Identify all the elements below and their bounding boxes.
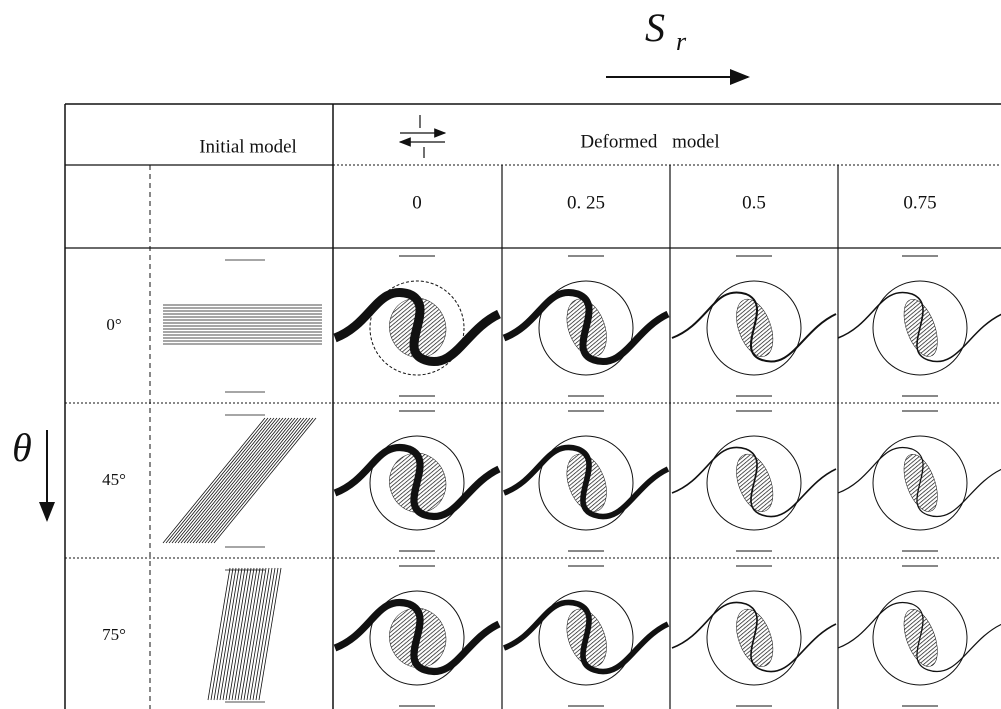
hatched-core xyxy=(560,449,614,518)
hatched-core xyxy=(560,604,614,673)
deformed-model xyxy=(838,411,1001,551)
deformed-model xyxy=(504,256,668,396)
layer xyxy=(196,418,298,543)
row-label: 45° xyxy=(102,470,126,489)
deformed-model xyxy=(838,256,1001,396)
deformed-model xyxy=(672,566,836,706)
layer xyxy=(187,418,289,543)
hatched-core xyxy=(560,294,614,363)
layer xyxy=(181,418,283,543)
figure: S r θ Initial model Deformed model 0 0. 2… xyxy=(0,0,1001,709)
deformed-header: Deformed model xyxy=(580,131,719,152)
sr-symbol: S xyxy=(645,5,665,50)
hatched-core xyxy=(729,449,780,516)
initial-model xyxy=(163,260,322,702)
deformed-model xyxy=(838,566,1001,706)
deformed-model xyxy=(335,256,499,396)
row-label: 0° xyxy=(106,315,121,334)
row-label: 75° xyxy=(102,625,126,644)
hatched-core xyxy=(897,450,944,516)
deformed-model xyxy=(504,411,668,551)
hatched-core xyxy=(729,294,780,361)
deformed-model xyxy=(672,411,836,551)
layer xyxy=(184,418,286,543)
hatched-core xyxy=(381,290,454,366)
column-label: 0. 25 xyxy=(567,192,605,213)
deformed-model xyxy=(335,566,499,706)
hatched-core xyxy=(729,604,780,671)
column-label: 0 xyxy=(412,192,422,213)
hatched-core xyxy=(897,605,944,671)
column-label: 0.5 xyxy=(742,192,766,213)
theta-symbol: θ xyxy=(12,425,32,470)
hatched-core xyxy=(381,600,454,676)
hatched-core xyxy=(381,445,454,521)
deformed-model xyxy=(504,566,668,706)
layer xyxy=(193,418,295,543)
initial-header: Initial model xyxy=(199,136,297,157)
layer xyxy=(190,418,292,543)
deformed-model xyxy=(335,411,499,551)
column-label: 0.75 xyxy=(903,192,936,213)
table-frame xyxy=(65,104,1001,709)
shear-symbol xyxy=(400,115,445,158)
deformed-model xyxy=(672,256,836,396)
sr-subscript: r xyxy=(676,27,687,56)
hatched-core xyxy=(897,295,944,361)
